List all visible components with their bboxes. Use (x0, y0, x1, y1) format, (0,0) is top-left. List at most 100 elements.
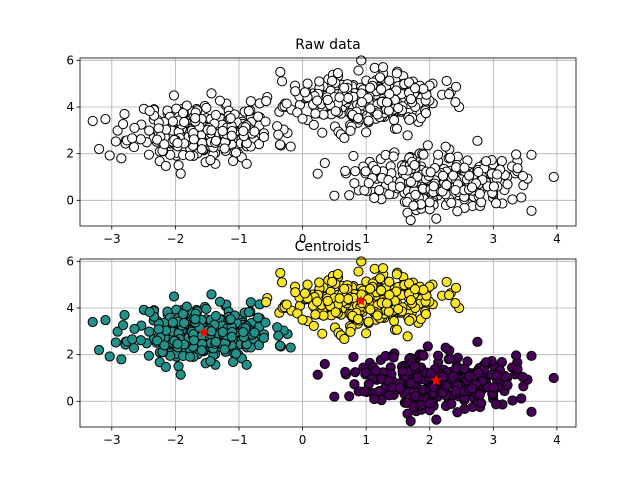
cluster-point (384, 276, 395, 287)
data-point (459, 162, 470, 173)
data-point (214, 95, 226, 106)
x-tick-label: 2 (426, 433, 434, 447)
cluster-point (184, 351, 196, 362)
cluster-point (511, 350, 522, 361)
cluster-point (422, 341, 433, 352)
cluster-point (440, 342, 451, 353)
data-point (389, 115, 400, 126)
cluster-point (217, 326, 228, 338)
data-point (128, 141, 140, 153)
cluster-point (205, 356, 216, 367)
data-point (319, 157, 330, 169)
cluster-point (365, 304, 376, 315)
cluster-point (173, 361, 184, 372)
cluster-point (370, 365, 382, 376)
cluster-point (159, 340, 170, 351)
data-point (410, 189, 421, 200)
cluster-point (353, 266, 364, 277)
cluster-point (143, 350, 155, 361)
cluster-point (516, 393, 527, 404)
cluster-point (129, 323, 140, 335)
data-point (384, 75, 395, 86)
y-tick-label: 0 (66, 193, 74, 207)
cluster-point (128, 342, 140, 354)
data-point (100, 113, 111, 125)
data-point (253, 111, 264, 122)
data-point (450, 184, 461, 196)
data-point (310, 108, 321, 119)
data-point (330, 106, 341, 117)
cluster-point (210, 310, 221, 322)
data-point (361, 127, 372, 138)
cluster-point (177, 309, 189, 320)
cluster-point (441, 380, 452, 392)
cluster-point (135, 335, 146, 346)
cluster-point (314, 277, 325, 288)
data-point (273, 129, 284, 140)
cluster-point (225, 314, 236, 325)
cluster-point (339, 333, 350, 345)
data-point (168, 90, 180, 101)
data-point (112, 125, 123, 136)
x-tick-label: 0 (299, 232, 307, 246)
cluster-point (175, 369, 186, 380)
cluster-point (384, 289, 395, 301)
cluster-point (488, 382, 500, 393)
cluster-point (350, 367, 361, 378)
data-point (225, 113, 236, 124)
data-point (175, 168, 186, 179)
cluster-point (512, 364, 523, 375)
cluster-point (450, 298, 461, 309)
cluster-point (152, 335, 163, 346)
data-point (369, 192, 380, 204)
data-point (201, 102, 212, 113)
data-point (329, 190, 340, 201)
cluster-point (408, 401, 419, 412)
cluster-point (332, 269, 343, 280)
data-point (365, 82, 376, 93)
data-point (476, 197, 487, 208)
cluster-point (227, 356, 239, 368)
data-point (441, 179, 452, 191)
data-point (365, 103, 376, 114)
x-tick-label: −2 (167, 433, 185, 447)
data-point (349, 178, 360, 189)
data-point (116, 153, 127, 164)
data-point (299, 87, 311, 98)
data-point (443, 88, 455, 100)
data-point (488, 181, 500, 192)
cluster-point (507, 395, 518, 406)
cluster-point (290, 287, 301, 298)
cluster-point (117, 320, 129, 331)
data-point (348, 150, 359, 162)
data-point (450, 97, 461, 108)
centroids-plot-frame (79, 258, 577, 428)
cluster-point (356, 256, 367, 267)
data-point (210, 109, 221, 121)
cluster-point (241, 359, 252, 370)
cluster-point (410, 390, 421, 401)
x-tick-label: −1 (230, 232, 248, 246)
cluster-point (302, 279, 313, 290)
data-point (391, 123, 403, 134)
cluster-point (274, 340, 286, 351)
data-point (511, 149, 522, 160)
data-point (159, 139, 170, 150)
x-tick-label: 0 (299, 433, 307, 447)
centroid-star-icon (430, 374, 442, 386)
data-point (167, 116, 179, 127)
cluster-point (404, 315, 415, 326)
x-tick-label: 3 (490, 232, 498, 246)
cluster-point (376, 285, 387, 296)
data-point (350, 166, 361, 177)
data-point (526, 205, 537, 216)
x-tick-label: 2 (426, 232, 434, 246)
data-point (196, 144, 207, 155)
data-point (383, 105, 394, 116)
data-point (516, 192, 527, 203)
cluster-point (361, 328, 372, 339)
data-point (451, 162, 462, 173)
cluster-point (340, 366, 351, 378)
raw-data-panel: Raw data −3 −2 −1 0 1 2 3 4 0 2 4 6 (66, 37, 577, 246)
data-point (135, 134, 146, 145)
